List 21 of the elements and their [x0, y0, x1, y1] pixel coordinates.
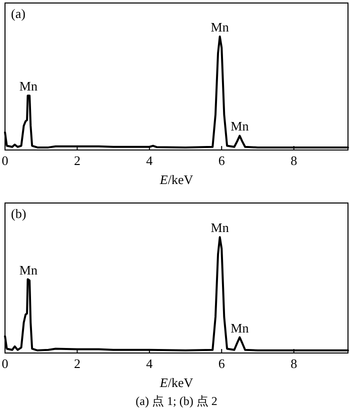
x-tick-label: 6 [218, 356, 226, 371]
annotation: Mn [19, 78, 38, 94]
x-tick-label: 2 [74, 356, 80, 371]
text: (a) 点 1; (b) 点 2 [136, 394, 218, 408]
x-tick-label: 6 [218, 153, 226, 168]
x-tick-label: 4 [146, 153, 154, 168]
x-tick-label: 4 [146, 356, 154, 371]
x-tick-label: 0 [2, 153, 8, 168]
annotation: Mn [230, 118, 250, 134]
x-axis-title: E/keV [158, 172, 194, 187]
x-tick-label: 8 [290, 153, 298, 168]
x-tick-label: 0 [2, 356, 8, 371]
chart-title: (b) [11, 206, 26, 221]
annotation: Mn [230, 320, 250, 336]
x-axis-title: E/keV [158, 375, 194, 390]
annotation: Mn [19, 262, 38, 278]
chart-title: (a) [11, 6, 26, 21]
x-tick-label: 8 [290, 356, 298, 371]
x-tick-label: 2 [74, 153, 80, 168]
annotation: Mn [210, 220, 230, 236]
annotation: Mn [210, 19, 230, 34]
